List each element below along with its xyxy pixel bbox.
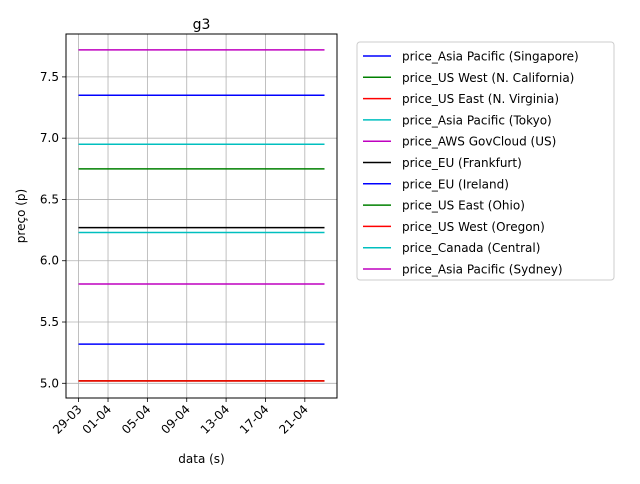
legend-label: price_Asia Pacific (Singapore) bbox=[402, 50, 579, 64]
x-tick-label: 17-04 bbox=[237, 402, 272, 437]
y-tick-label: 7.5 bbox=[40, 70, 59, 84]
y-tick-label: 6.0 bbox=[40, 254, 59, 268]
legend-label: price_EU (Ireland) bbox=[402, 177, 509, 191]
x-tick-label: 13-04 bbox=[198, 402, 233, 437]
x-tick-label: 05-04 bbox=[119, 402, 154, 437]
x-tick-label: 01-04 bbox=[80, 402, 115, 437]
y-tick-label: 6.5 bbox=[40, 192, 59, 206]
legend-label: price_US West (N. California) bbox=[402, 71, 574, 85]
legend-label: price_EU (Frankfurt) bbox=[402, 156, 522, 170]
legend-label: price_Asia Pacific (Sydney) bbox=[402, 263, 563, 277]
legend-label: price_Asia Pacific (Tokyo) bbox=[402, 113, 552, 127]
y-tick-label: 5.5 bbox=[40, 315, 59, 329]
y-tick-label: 5.0 bbox=[40, 376, 59, 390]
y-axis-label: preço (p) bbox=[14, 189, 28, 243]
legend: price_Asia Pacific (Singapore) price_US W… bbox=[356, 41, 615, 281]
legend-frame bbox=[356, 41, 615, 281]
legend-label: price_AWS GovCloud (US) bbox=[402, 135, 556, 149]
legend-label: price_US East (Ohio) bbox=[402, 199, 525, 213]
series-lines bbox=[78, 49, 325, 382]
x-axis-label: data (s) bbox=[178, 452, 224, 466]
y-axis: 5.0 5.5 6.0 6.5 7.0 7.5 bbox=[40, 70, 66, 390]
x-tick-label: 29-03 bbox=[50, 402, 85, 437]
legend-label: price_Canada (Central) bbox=[402, 241, 540, 255]
x-tick-label: 21-04 bbox=[276, 402, 311, 437]
legend-label: price_US West (Oregon) bbox=[402, 220, 545, 234]
legend-label: price_US East (N. Virginia) bbox=[402, 92, 559, 106]
plot-frame bbox=[65, 33, 338, 399]
chart-title: g3 bbox=[193, 17, 211, 33]
y-tick-label: 7.0 bbox=[40, 131, 59, 145]
x-tick-label: 09-04 bbox=[158, 402, 193, 437]
